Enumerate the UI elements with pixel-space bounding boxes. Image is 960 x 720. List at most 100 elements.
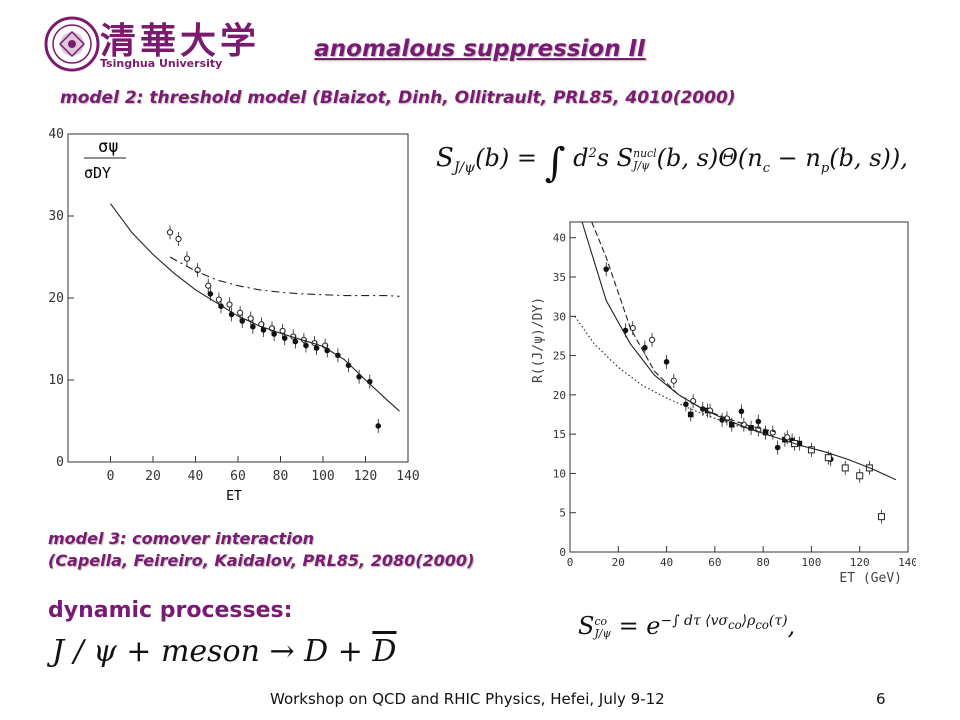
- data-point-filled-square: [728, 421, 735, 428]
- data-point-open-square: [856, 472, 864, 480]
- y-tick-label: 20: [553, 389, 566, 402]
- y-tick-label: 30: [48, 209, 64, 224]
- plot-frame: [569, 221, 909, 553]
- x-tick-label: 100: [311, 469, 334, 484]
- data-point-open-circle: [237, 309, 244, 316]
- x-tick-label: 0: [107, 469, 115, 484]
- tsinghua-seal-icon: [44, 16, 100, 72]
- x-tick-label: 80: [757, 556, 770, 569]
- x-tick-label: 0: [567, 556, 574, 569]
- y-tick-label: 25: [553, 350, 566, 363]
- data-point-open-circle: [670, 377, 677, 384]
- y-tick-label: 30: [553, 310, 566, 323]
- data-point-filled-square: [782, 436, 788, 443]
- logo-chinese-text: 清華大学: [100, 20, 261, 62]
- y-tick-label: 5: [559, 507, 566, 520]
- data-point-open-square: [877, 513, 885, 521]
- data-point-filled-circle: [356, 373, 362, 380]
- logo-english-text: Tsinghua University: [100, 57, 223, 70]
- data-point-open-circle: [226, 301, 233, 308]
- plot-frame: [67, 133, 409, 463]
- data-point-filled-circle: [207, 291, 214, 297]
- page-number: 6: [876, 690, 886, 708]
- threshold-model-chart: 0 20 40 60 80 100 120 140 0 10 20 30 40 σψ σDY ET: [48, 127, 419, 504]
- university-logo: [44, 14, 244, 78]
- data-point-filled-square: [796, 440, 803, 447]
- data-point-filled-circle: [260, 327, 267, 333]
- data-point-open-circle: [166, 229, 174, 236]
- y-tick-label: 0: [56, 455, 64, 470]
- data-point-filled-circle: [683, 401, 689, 408]
- x-tick-label: 40: [188, 469, 204, 484]
- data-point-filled-circle: [324, 347, 331, 354]
- model3-caption-line1: model 3: comover interaction: [48, 529, 315, 548]
- data-point-filled-circle: [755, 418, 762, 425]
- x-tick-label: 20: [145, 469, 161, 484]
- x-axis-label: ET: [226, 489, 242, 504]
- x-axis-label: ET (GeV): [839, 571, 902, 586]
- data-point-open-circle: [648, 336, 656, 343]
- y-tick-label: 40: [48, 127, 64, 142]
- data-point-filled-circle: [375, 423, 382, 429]
- series-line-dotted: [574, 315, 764, 433]
- data-point-filled-circle: [239, 318, 246, 324]
- y-tick-label: 10: [48, 373, 64, 388]
- series-line-dash-dot: [169, 256, 400, 297]
- reaction-equation: J / ψ + meson → D + D: [52, 634, 397, 669]
- y-tick-label: 40: [553, 232, 566, 245]
- x-tick-label: 20: [612, 556, 625, 569]
- slide-title: anomalous suppression II: [314, 36, 646, 62]
- data-point-filled-square: [687, 411, 694, 418]
- series-line-solid: [581, 221, 897, 481]
- x-tick-label: 120: [354, 469, 377, 484]
- y-axis-label-numerator: σψ: [98, 137, 118, 157]
- data-point-filled-circle: [738, 408, 745, 415]
- comover-model-chart: 0 20 40 60 80 100 120 140 0 5 10 15 20 25 30 35 40 R((J/ψ…: [531, 221, 916, 586]
- x-tick-label: 140: [396, 469, 419, 484]
- data-point-filled-circle: [303, 342, 309, 349]
- y-tick-label: 35: [553, 271, 566, 284]
- y-axis-label: R((J/ψ)/DY): [531, 297, 546, 383]
- x-tick-label: 140: [898, 556, 916, 569]
- data-point-filled-circle: [250, 323, 256, 330]
- dynamic-processes-label: dynamic processes:: [48, 598, 293, 623]
- x-tick-label: 100: [801, 556, 821, 569]
- data-point-open-square: [807, 446, 815, 454]
- data-point-filled-square: [762, 429, 769, 436]
- data-point-open-circle: [784, 434, 791, 441]
- y-tick-label: 15: [553, 428, 566, 441]
- data-point-filled-circle: [642, 344, 648, 351]
- data-point-filled-circle: [603, 266, 610, 272]
- x-tick-label: 60: [230, 469, 246, 484]
- data-point-open-square: [841, 464, 849, 472]
- series-line-solid: [110, 203, 400, 412]
- data-point-filled-circle: [271, 331, 277, 337]
- data-point-filled-circle: [345, 362, 352, 369]
- y-tick-label: 20: [48, 291, 64, 306]
- x-tick-label: 40: [660, 556, 673, 569]
- data-point-open-circle: [215, 296, 222, 303]
- data-point-filled-circle: [663, 359, 670, 365]
- model3-caption-line2: (Capella, Feireiro, Kaidalov, PRL85, 208…: [48, 551, 475, 570]
- footer-text: Workshop on QCD and RHIC Physics, Hefei,…: [270, 690, 665, 708]
- y-axis-label-denominator: σDY: [84, 164, 111, 182]
- data-point-open-square: [824, 454, 832, 462]
- data-point-open-circle: [247, 315, 254, 322]
- data-point-filled-square: [748, 425, 754, 431]
- x-tick-label: 80: [273, 469, 289, 484]
- data-point-filled-circle: [774, 444, 781, 451]
- data-point-filled-circle: [281, 335, 288, 341]
- data-point-open-circle: [183, 255, 191, 262]
- model2-caption: model 2: threshold model (Blaizot, Dinh,…: [60, 88, 736, 108]
- data-point-filled-circle: [313, 345, 320, 351]
- x-tick-label: 120: [850, 556, 870, 569]
- series-line-dashed: [591, 221, 776, 433]
- data-point-filled-circle: [292, 338, 299, 345]
- y-tick-label: 10: [553, 467, 566, 480]
- data-point-open-circle: [205, 282, 212, 289]
- data-point-open-circle: [175, 235, 182, 243]
- y-tick-label: 0: [559, 546, 566, 559]
- x-tick-label: 60: [708, 556, 721, 569]
